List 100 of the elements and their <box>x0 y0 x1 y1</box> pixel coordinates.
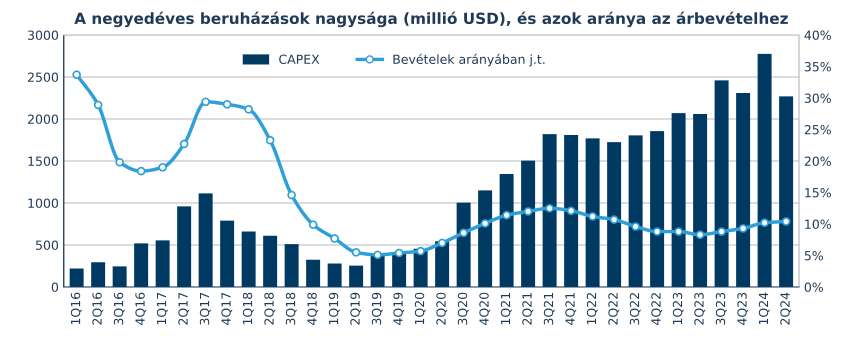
x-tick-label: 3Q20 <box>458 292 469 325</box>
legend-label: CAPEX <box>279 54 320 64</box>
bar <box>70 268 84 287</box>
x-tick-label: 3Q19 <box>372 292 383 325</box>
x-tick-label: 4Q22 <box>651 293 662 325</box>
point <box>201 97 210 106</box>
y2-tick-label: 5% <box>804 250 823 260</box>
point <box>717 227 726 236</box>
point <box>394 248 404 258</box>
y-tick-label: 2500 <box>28 72 58 82</box>
point <box>674 227 683 236</box>
point <box>631 222 640 231</box>
y2-tick-label: 25% <box>804 124 831 134</box>
legend-label: Bevételek arányában j.t. <box>393 54 544 66</box>
point <box>352 248 360 257</box>
point <box>266 136 274 145</box>
y2-tick-label: 30% <box>804 93 831 103</box>
point <box>416 246 425 256</box>
y-tick-label: 500 <box>36 240 58 250</box>
x-tick-label: 3Q21 <box>544 293 555 325</box>
y2-tick-label: 0% <box>804 282 823 292</box>
point <box>524 207 532 216</box>
point <box>158 162 167 172</box>
point <box>610 215 618 224</box>
bar <box>693 114 708 287</box>
x-tick-label: 3Q16 <box>114 292 125 325</box>
bar <box>672 113 686 287</box>
point <box>180 140 188 148</box>
y-tick-label: 3000 <box>28 30 58 40</box>
point <box>588 212 597 221</box>
bar <box>156 240 170 287</box>
x-tick-label: 3Q23 <box>716 292 727 325</box>
bar <box>758 54 772 287</box>
x-tick-label: 1Q23 <box>672 292 684 324</box>
bar <box>650 131 664 287</box>
x-tick-label: 1Q16 <box>70 292 82 324</box>
bar <box>284 244 299 287</box>
bar <box>370 254 385 287</box>
bar <box>779 96 794 287</box>
point <box>72 70 81 79</box>
bar <box>263 236 278 287</box>
y-tick-label: 1000 <box>28 198 58 208</box>
point <box>566 206 576 216</box>
x-tick-label: 2Q24 <box>780 292 792 325</box>
y-tick-label: 2000 <box>28 114 58 124</box>
y2-tick-label: 40% <box>804 30 831 40</box>
bar <box>177 206 192 287</box>
y2-tick-label: 15% <box>805 188 831 198</box>
point <box>94 100 102 110</box>
bar <box>220 220 234 287</box>
x-tick-label: 4Q16 <box>135 292 146 325</box>
bar <box>349 266 364 287</box>
bar <box>714 80 729 287</box>
bar <box>198 193 213 287</box>
bar <box>112 266 127 287</box>
x-tick-label: 2Q22 <box>608 293 620 325</box>
chart-title: A negyedéves beruházások nagysága (millió USD), és azok aránya az árbevételhez <box>74 12 788 28</box>
y2-tick-label: 35% <box>804 62 831 72</box>
bar <box>500 174 514 287</box>
point <box>136 166 146 176</box>
x-tick-label: 3Q18 <box>286 292 297 325</box>
x-tick-label: 3Q22 <box>630 293 641 325</box>
point <box>760 218 769 228</box>
point <box>330 234 339 243</box>
point <box>438 238 446 248</box>
point <box>652 227 662 236</box>
y-tick-label: 0 <box>52 282 58 292</box>
x-tick-label: 2Q18 <box>264 292 276 325</box>
point <box>115 158 124 167</box>
point <box>373 250 382 260</box>
point <box>308 220 318 229</box>
point <box>244 105 253 114</box>
bar <box>521 160 536 287</box>
bar <box>242 232 256 287</box>
bar <box>628 135 643 287</box>
bar <box>435 241 450 287</box>
bar <box>306 260 320 287</box>
x-tick-label: 4Q17 <box>221 292 232 325</box>
bar <box>91 262 106 287</box>
point <box>545 204 554 213</box>
x-tick-label: 1Q21 <box>500 293 512 324</box>
x-tick-label: 2Q17 <box>178 292 190 325</box>
bar <box>542 134 557 287</box>
bar <box>736 92 750 287</box>
bar <box>564 134 578 287</box>
bar <box>328 263 342 287</box>
point <box>502 210 511 220</box>
x-tick-label: 2Q21 <box>522 293 534 325</box>
point <box>696 230 704 240</box>
x-tick-label: 1Q17 <box>156 292 168 324</box>
x-tick-label: 4Q18 <box>307 292 318 325</box>
x-tick-label: 1Q18 <box>242 292 254 324</box>
point <box>222 100 232 109</box>
point <box>738 224 748 233</box>
x-tick-label: 2Q20 <box>436 292 448 325</box>
bar <box>134 243 148 287</box>
x-tick-label: 2Q19 <box>350 292 362 325</box>
x-tick-label: 2Q23 <box>694 292 706 325</box>
x-tick-label: 1Q20 <box>414 292 426 324</box>
x-tick-label: 4Q21 <box>565 293 576 325</box>
